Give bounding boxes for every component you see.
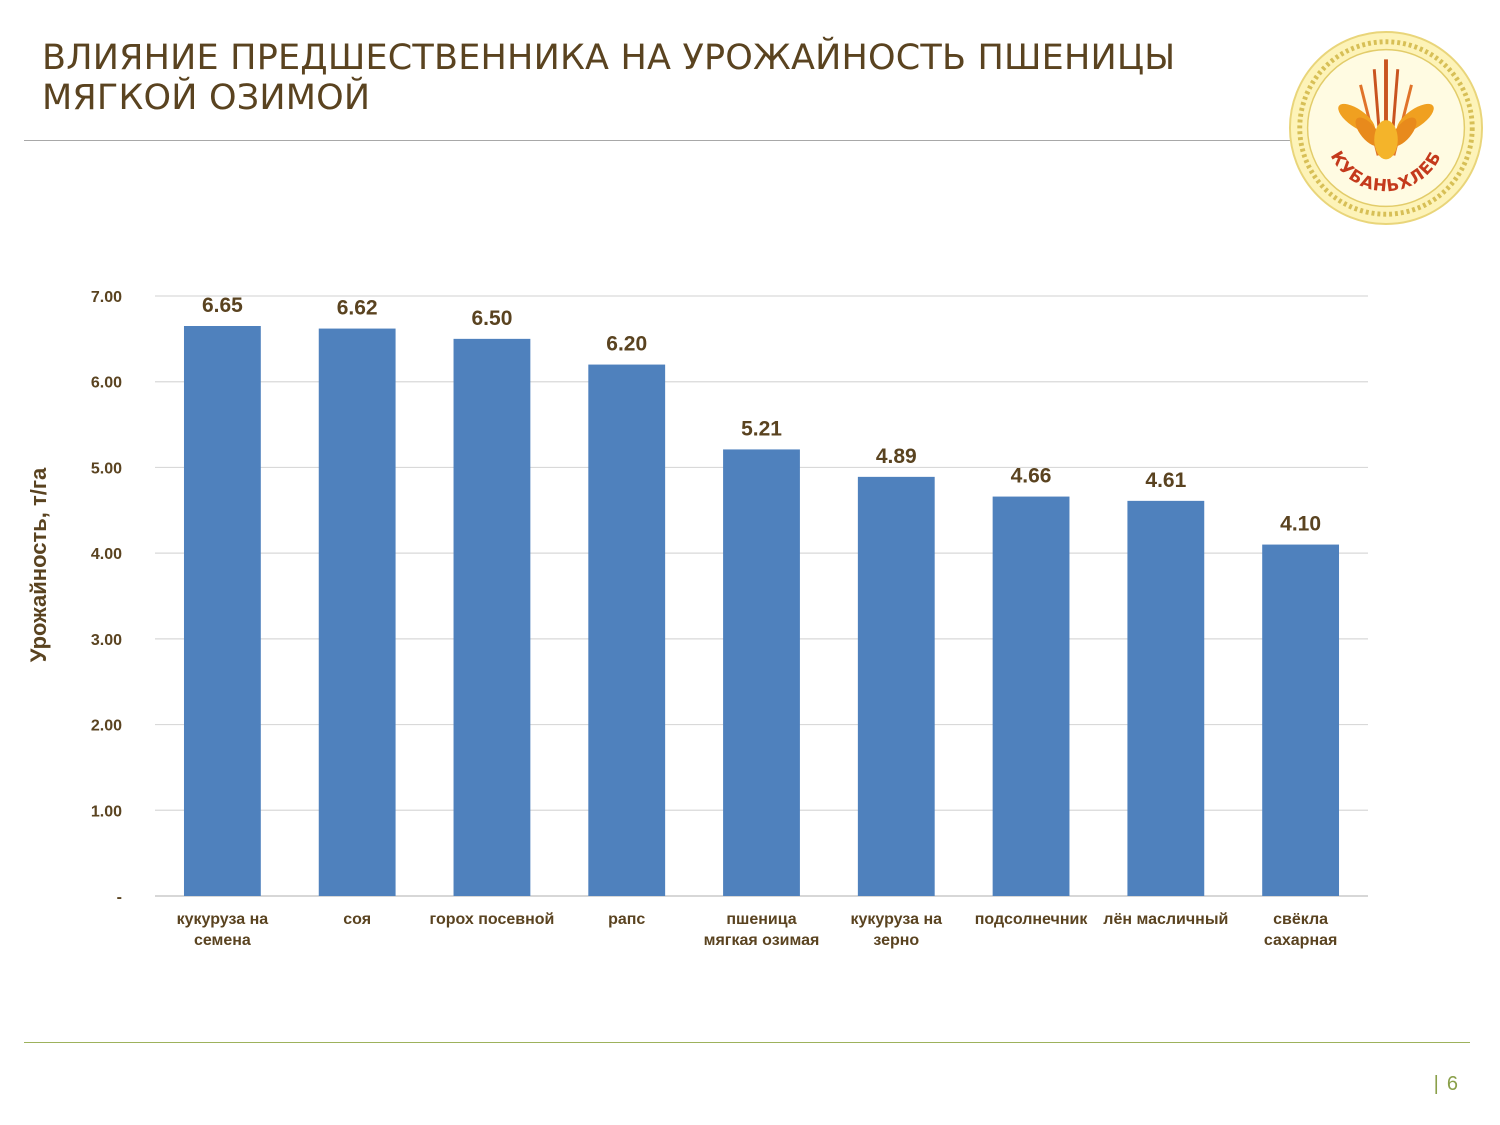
- title-line-1: ВЛИЯНИЕ ПРЕДШЕСТВЕННИКА НА УРОЖАЙНОСТЬ П…: [42, 38, 1176, 78]
- category-label: соя: [343, 911, 371, 928]
- category-label: кукуруза на зерно: [851, 911, 943, 949]
- bar: [453, 338, 531, 896]
- bars: [183, 326, 1340, 897]
- header-divider: [24, 140, 1294, 141]
- kubanhleb-logo: КУБАНЬХЛЕБ: [1288, 30, 1484, 226]
- y-tick-label: 1.00: [91, 803, 122, 820]
- category-label: подсолнечник: [975, 911, 1089, 928]
- y-tick-label: 4.00: [91, 546, 122, 563]
- y-axis-ticks: - 1.00 2.00 3.00 4.00 5.00 6.00 7.00: [91, 289, 122, 906]
- data-label: 4.89: [876, 445, 917, 468]
- data-label: 6.65: [202, 294, 243, 317]
- wheat-icon: [1338, 59, 1434, 160]
- bar: [183, 326, 261, 896]
- y-tick-label: 2.00: [91, 718, 122, 735]
- page-number-value: 6: [1446, 1073, 1458, 1095]
- data-label: 5.21: [741, 417, 782, 440]
- page-title: ВЛИЯНИЕ ПРЕДШЕСТВЕННИКА НА УРОЖАЙНОСТЬ П…: [42, 38, 1242, 118]
- footer-divider: [24, 1042, 1470, 1043]
- bar: [992, 496, 1070, 896]
- category-label: свёкла сахарная: [1264, 911, 1337, 949]
- bar: [318, 328, 396, 897]
- data-label: 6.62: [337, 297, 378, 320]
- bar: [723, 449, 800, 896]
- y-axis-label: Урожайность, т/га: [26, 467, 51, 662]
- x-axis-categories: кукуруза на семена соя горох посевной рапс пш…: [177, 911, 1338, 949]
- y-tick-label: -: [117, 889, 122, 906]
- page-number-separator: |: [1433, 1073, 1439, 1095]
- category-label: рапс: [608, 911, 645, 928]
- y-tick-label: 3.00: [91, 632, 122, 649]
- data-label: 4.66: [1011, 465, 1052, 488]
- category-label: пшеница мягкая озимая: [704, 911, 820, 949]
- data-label: 4.61: [1145, 469, 1186, 492]
- category-label: лён масличный: [1103, 911, 1228, 928]
- data-label: 4.10: [1280, 513, 1321, 536]
- data-label: 6.50: [472, 307, 513, 330]
- bar: [1127, 500, 1205, 896]
- y-tick-label: 5.00: [91, 460, 122, 477]
- category-label: кукуруза на семена: [177, 911, 269, 949]
- title-line-2: МЯГКОЙ ОЗИМОЙ: [42, 78, 371, 118]
- category-label: горох посевной: [430, 911, 555, 928]
- data-labels: 6.65 6.62 6.50 6.20 5.21 4.89 4.66 4.61 4.10: [202, 294, 1321, 536]
- bar: [857, 476, 935, 896]
- page-number: | 6: [1434, 1073, 1458, 1096]
- y-tick-label: 7.00: [91, 289, 122, 306]
- bar: [588, 364, 666, 897]
- bar: [1262, 544, 1340, 896]
- y-tick-label: 6.00: [91, 375, 122, 392]
- data-label: 6.20: [606, 333, 647, 356]
